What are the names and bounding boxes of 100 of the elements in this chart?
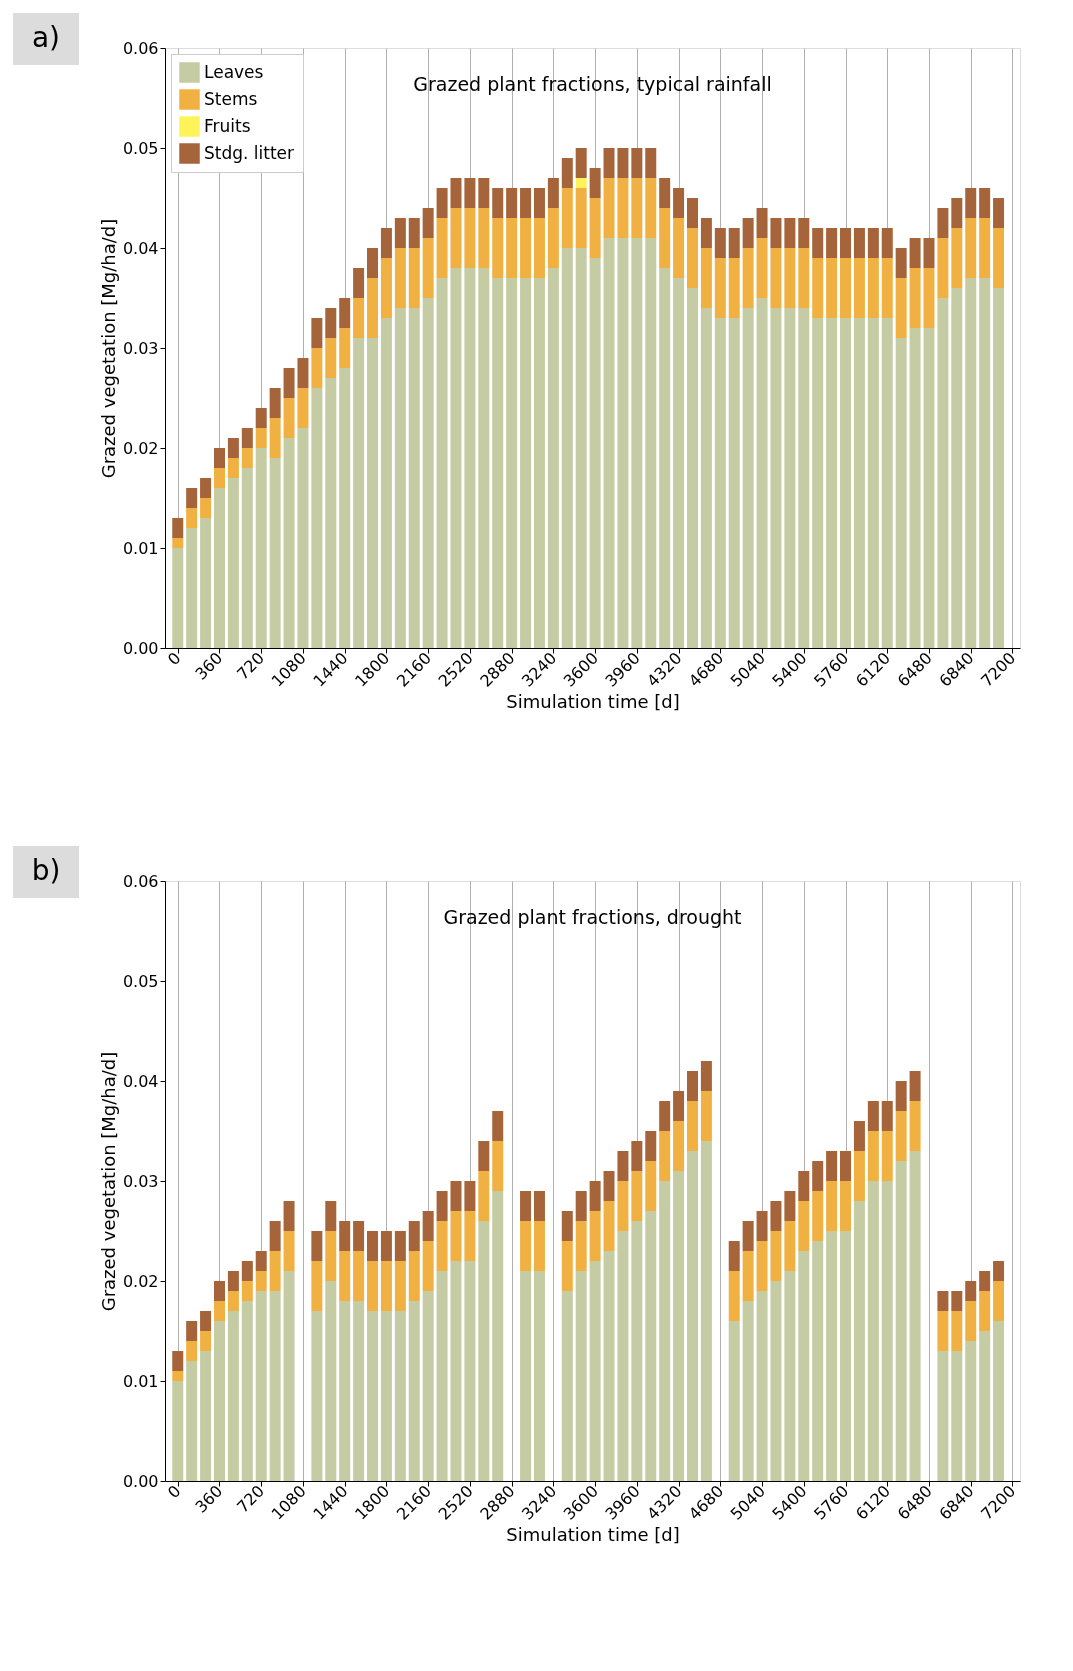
bar (380, 258, 392, 318)
bar (700, 1061, 712, 1091)
bar (533, 218, 545, 278)
bar (881, 258, 893, 318)
y-tick-label: 0.02 (122, 438, 159, 458)
bar (408, 1301, 420, 1481)
bar (478, 178, 490, 208)
bar (909, 238, 921, 268)
bar (172, 548, 184, 648)
bar (895, 1111, 907, 1161)
bar (742, 308, 754, 648)
bar (367, 1231, 379, 1261)
bar (561, 158, 573, 188)
bar (826, 258, 838, 318)
bar (993, 198, 1005, 228)
bar (686, 288, 698, 648)
bar (200, 1311, 212, 1331)
y-tick-label: 0.00 (122, 638, 159, 658)
bar (951, 288, 963, 648)
bar (756, 238, 768, 298)
y-tick-label: 0.05 (122, 138, 159, 158)
text: Grazed plant fractions, drought (443, 906, 742, 928)
bar (826, 318, 838, 648)
bar (269, 388, 281, 418)
bar (311, 348, 323, 388)
bar (422, 1241, 434, 1291)
bar (380, 1261, 392, 1311)
bar (575, 188, 587, 248)
bar (186, 1341, 198, 1361)
bar (561, 248, 573, 648)
bar (353, 1221, 365, 1251)
y-tick-label: 0.06 (122, 871, 159, 891)
x-axis-title: Simulation time [d] (506, 1523, 680, 1545)
bar (200, 478, 212, 498)
bar (909, 1151, 921, 1481)
bar (561, 188, 573, 248)
bar (673, 188, 685, 218)
bar (422, 238, 434, 298)
bar (283, 368, 295, 398)
bar (408, 308, 420, 648)
bar (213, 468, 225, 488)
bar (867, 1101, 879, 1131)
bar (547, 208, 559, 268)
bar (269, 1291, 281, 1481)
bar (575, 1221, 587, 1271)
bar (728, 228, 740, 258)
bar (241, 1261, 253, 1281)
bar (325, 308, 337, 338)
bar (269, 1251, 281, 1291)
bar (603, 1171, 615, 1201)
bar (436, 1191, 448, 1221)
bar (186, 1321, 198, 1341)
bar (895, 248, 907, 278)
bar (227, 1311, 239, 1481)
bar (520, 1221, 532, 1271)
legend-label: Stdg. litter (204, 142, 295, 163)
bar (812, 1241, 824, 1481)
bar (367, 1261, 379, 1311)
bar (603, 1201, 615, 1251)
bar (186, 508, 198, 528)
legend-label: Leaves (204, 61, 264, 82)
bar (714, 258, 726, 318)
bar (965, 188, 977, 218)
bar (770, 1231, 782, 1281)
bar (255, 408, 267, 428)
bar (770, 308, 782, 648)
bar (213, 1321, 225, 1481)
bar (923, 238, 935, 268)
bar (255, 448, 267, 648)
bar (909, 268, 921, 328)
bar (770, 218, 782, 248)
y-tick-label: 0.01 (122, 538, 159, 558)
y-tick-label: 0.06 (122, 38, 159, 58)
bar (394, 248, 406, 308)
bar (506, 218, 518, 278)
bar (631, 148, 643, 178)
bar (255, 1271, 267, 1291)
bar (840, 1181, 852, 1231)
bar (520, 1271, 532, 1481)
bar (631, 178, 643, 238)
bar (742, 248, 754, 308)
bar (200, 1331, 212, 1351)
bar (450, 208, 462, 268)
bar (311, 1311, 323, 1481)
y-tick-label: 0.03 (122, 338, 159, 358)
x-tick-label: 0 (163, 648, 185, 670)
bar (200, 498, 212, 518)
bar (380, 228, 392, 258)
bar (394, 1261, 406, 1311)
bar (394, 218, 406, 248)
bar (965, 1341, 977, 1481)
bar (686, 1101, 698, 1151)
bar (617, 178, 629, 238)
bar (478, 1171, 490, 1221)
bar (408, 1221, 420, 1251)
bar (881, 228, 893, 258)
bar (311, 1231, 323, 1261)
bar (492, 218, 504, 278)
bar (227, 438, 239, 458)
bar (227, 1291, 239, 1311)
